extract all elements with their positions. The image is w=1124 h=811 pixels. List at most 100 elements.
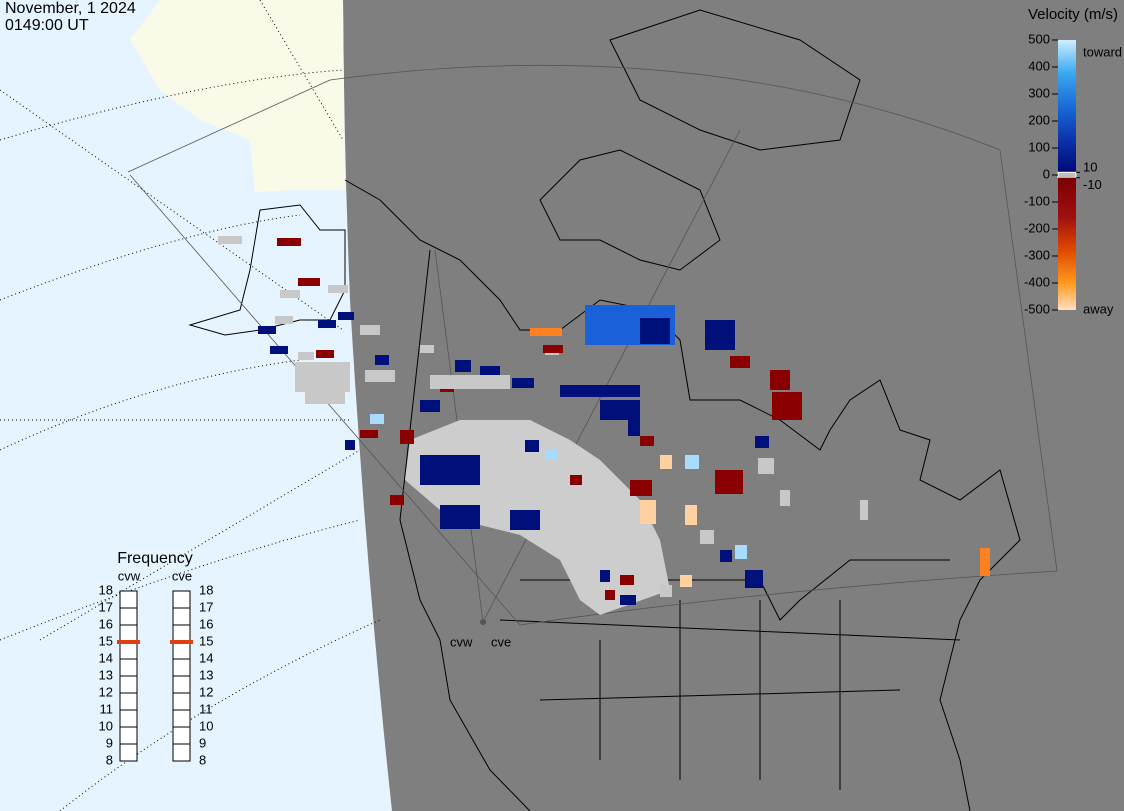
echo-cell — [280, 290, 300, 298]
colorbar-threshold-label: 10 — [1083, 160, 1097, 175]
echo-cell — [370, 414, 384, 424]
echo-cell — [660, 455, 672, 469]
alaska — [188, 204, 346, 336]
echo-cell — [640, 318, 670, 344]
colorbar-tick-label: 500 — [1028, 31, 1050, 46]
echo-cell — [345, 440, 355, 450]
echo-cell — [620, 575, 634, 585]
colorbar-zero — [1057, 171, 1077, 179]
echo-cell — [440, 505, 480, 529]
frequency-tick-label: 8 — [199, 752, 206, 767]
frequency-tick-label: 14 — [99, 650, 113, 665]
echo-cell — [338, 312, 354, 320]
echo-cell — [605, 590, 615, 600]
frequency-tick-label: 12 — [199, 684, 213, 699]
echo-cell — [685, 455, 699, 469]
coastlines — [344, 9, 1021, 811]
frequency-tick-label: 8 — [106, 752, 113, 767]
echo-cell — [258, 326, 276, 334]
colorbar-tick-label: 100 — [1028, 139, 1050, 154]
echo-cell — [218, 236, 242, 244]
echo-cell — [455, 360, 471, 372]
echo-cell — [420, 455, 480, 485]
colorbar-negative — [1058, 177, 1076, 310]
colorbar-bottom-label: away — [1083, 301, 1114, 316]
frequency-tick-label: 11 — [199, 701, 213, 716]
colorbar-tick-label: 0 — [1043, 166, 1050, 181]
radar-site — [480, 619, 486, 625]
echo-cell — [700, 530, 714, 544]
colorbar-tick-label: -200 — [1024, 220, 1050, 235]
frequency-tick-label: 9 — [199, 735, 206, 750]
echo-cell — [705, 320, 735, 350]
echo-cell — [772, 392, 802, 420]
colorbar-tick-label: -300 — [1024, 247, 1050, 262]
echo-cell — [758, 458, 774, 474]
echo-cell — [295, 362, 350, 392]
colorbar-top-label: toward — [1083, 44, 1122, 59]
colorbar-tick-label: 300 — [1028, 85, 1050, 100]
colorbar-title: Velocity (m/s) — [1028, 6, 1118, 23]
echo-cell — [600, 400, 640, 420]
frequency-tick-label: 16 — [99, 616, 113, 631]
nightside — [343, 0, 1124, 811]
echo-cell — [628, 416, 640, 436]
echo-cell — [685, 505, 697, 525]
echo-cell — [745, 570, 763, 588]
frequency-tick-label: 17 — [199, 599, 213, 614]
echo-cell — [735, 545, 747, 559]
echo-cell — [420, 400, 440, 412]
echo-cell — [298, 278, 320, 286]
echo-cell — [365, 370, 395, 382]
frequency-tick-label: 18 — [99, 582, 113, 597]
echo-cell — [316, 350, 334, 358]
echo-cell — [530, 328, 562, 336]
colorbar-threshold-label: -10 — [1083, 177, 1102, 192]
frequency-tick-label: 13 — [199, 667, 213, 682]
echo-cell — [400, 430, 414, 444]
echo-cell — [360, 430, 378, 438]
frequency-tick-label: 13 — [99, 667, 113, 682]
echo-cell — [570, 475, 582, 485]
echo-cell — [715, 470, 743, 494]
echo-cell — [545, 450, 557, 460]
echo-cell — [780, 490, 790, 506]
echo-cell — [660, 585, 672, 597]
radar-label: cve — [491, 634, 511, 649]
echo-cell — [420, 345, 434, 353]
echo-cell — [640, 436, 654, 446]
frequency-tick-label: 17 — [99, 599, 113, 614]
echo-cell — [305, 390, 345, 404]
echo-cell — [375, 355, 389, 365]
frequency-tick-label: 15 — [99, 633, 113, 648]
echo-cell — [270, 346, 288, 354]
echo-cell — [755, 436, 769, 448]
land — [130, 0, 345, 192]
echo-cell — [680, 575, 692, 587]
echo-cell — [640, 500, 656, 524]
frequency-radar-name: cvw — [118, 568, 141, 583]
echo-cell — [390, 495, 404, 505]
echo-cell — [543, 345, 563, 353]
echo-cells — [218, 236, 990, 605]
echo-cell — [318, 320, 336, 328]
echo-cell — [620, 595, 636, 605]
echo-cell — [360, 325, 380, 335]
echo-cell — [600, 570, 610, 582]
date: November, 1 2024 — [5, 0, 136, 17]
colorbar-tick-label: -500 — [1024, 301, 1050, 316]
echo-cell — [720, 550, 732, 562]
echo-cell — [630, 480, 652, 496]
echo-cell — [277, 238, 301, 246]
frequency-tick-label: 15 — [199, 633, 213, 648]
colorbar-tick-label: -100 — [1024, 193, 1050, 208]
frequency-tick-label: 11 — [100, 701, 114, 716]
radar-label: cvw — [450, 634, 473, 649]
colorbar-tick-label: -400 — [1024, 274, 1050, 289]
echo-cell — [510, 510, 540, 530]
time: 0149:00 UT — [5, 17, 89, 34]
echo-cell — [512, 378, 534, 388]
frequency-tick-label: 10 — [99, 718, 113, 733]
frequency-tick-label: 18 — [199, 582, 213, 597]
